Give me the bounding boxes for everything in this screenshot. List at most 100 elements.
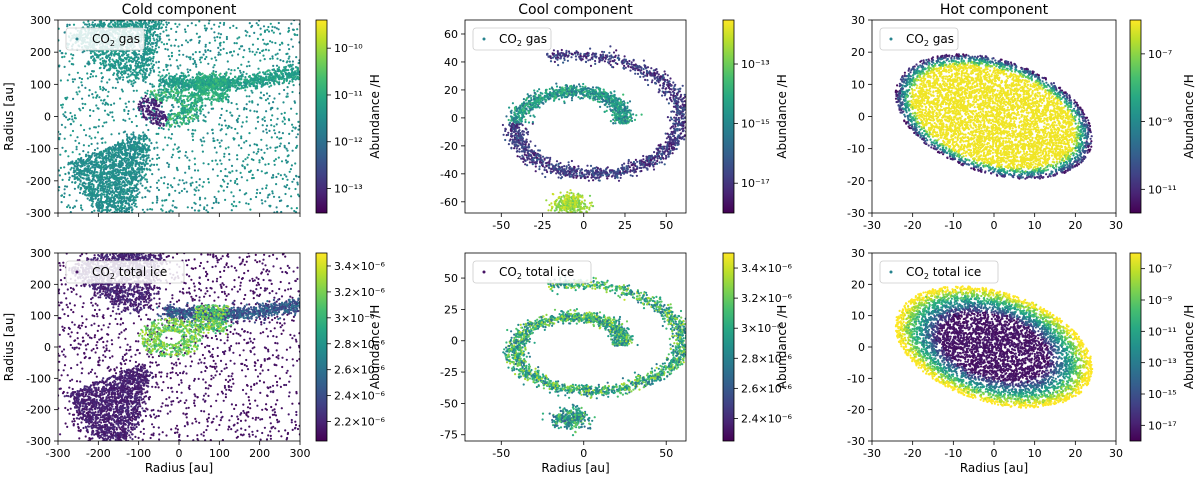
scatter-point — [160, 176, 163, 179]
scatter-point — [150, 142, 153, 145]
scatter-point — [130, 209, 133, 212]
scatter-point — [92, 185, 95, 188]
scatter-point — [263, 151, 266, 154]
scatter-point — [131, 22, 134, 25]
scatter-point — [277, 66, 281, 69]
scatter-point — [212, 137, 215, 140]
scatter-point — [255, 192, 258, 195]
scatter-point — [93, 126, 96, 129]
scatter-point — [106, 171, 109, 174]
scatter-point — [265, 124, 269, 127]
scatter-point — [85, 187, 89, 190]
scatter-point — [235, 26, 238, 30]
scatter-point — [167, 34, 170, 37]
scatter-point — [127, 100, 130, 103]
scatter-point — [248, 95, 251, 98]
scatter-point — [250, 89, 253, 92]
scatter-point — [76, 93, 79, 96]
scatter-point — [294, 187, 297, 191]
scatter-point — [288, 80, 291, 83]
scatter-point — [69, 168, 72, 171]
scatter-point — [102, 178, 105, 182]
scatter-point — [120, 177, 123, 180]
scatter-point — [187, 56, 191, 59]
scatter-point — [296, 33, 299, 37]
scatter-point — [270, 136, 273, 139]
scatter-point — [130, 175, 133, 178]
scatter-point — [225, 35, 228, 39]
scatter-point — [224, 198, 227, 201]
scatter-point — [203, 207, 206, 211]
scatter-point — [297, 175, 300, 178]
scatter-point — [131, 179, 134, 182]
scatter-point — [238, 189, 241, 192]
scatter-point — [136, 195, 139, 198]
scatter-point — [157, 46, 160, 49]
scatter-point — [130, 24, 133, 27]
scatter-point — [140, 56, 143, 59]
scatter-point — [87, 165, 90, 168]
scatter-point — [112, 200, 115, 203]
scatter-point — [184, 94, 187, 97]
scatter-point — [266, 28, 269, 31]
scatter-point — [243, 166, 246, 169]
scatter-point — [59, 49, 62, 53]
scatter-point — [82, 158, 85, 162]
scatter-point — [99, 178, 102, 181]
scatter-point — [122, 25, 125, 28]
scatter-point — [110, 184, 113, 187]
scatter-point — [137, 179, 140, 182]
scatter-point — [110, 156, 113, 160]
scatter-point — [248, 64, 251, 67]
scatter-point — [108, 78, 111, 81]
scatter-point — [91, 205, 94, 208]
scatter-point — [268, 85, 271, 88]
scatter-point — [201, 185, 204, 188]
scatter-point — [237, 144, 240, 147]
scatter-point — [153, 50, 156, 54]
scatter-point — [63, 195, 66, 199]
scatter-point — [173, 143, 176, 146]
scatter-point — [83, 185, 86, 188]
scatter-point — [101, 102, 104, 105]
scatter-point — [97, 161, 100, 164]
scatter-point — [298, 59, 300, 62]
scatter-point — [140, 168, 143, 171]
scatter-point — [126, 21, 129, 24]
scatter-point — [256, 188, 259, 191]
scatter-point — [64, 96, 67, 100]
scatter-point — [111, 218, 113, 220]
scatter-point — [122, 188, 125, 191]
scatter-point — [295, 136, 298, 139]
scatter-point — [304, 72, 306, 74]
scatter-point — [275, 175, 278, 179]
scatter-point — [138, 71, 141, 74]
scatter-point — [283, 116, 286, 119]
scatter-point — [198, 58, 201, 61]
scatter-point — [256, 103, 259, 106]
scatter-point — [214, 159, 217, 162]
scatter-point — [213, 36, 216, 39]
scatter-point — [125, 196, 128, 199]
scatter-point — [64, 172, 67, 176]
scatter-point — [125, 105, 128, 109]
scatter-point — [139, 148, 142, 151]
scatter-point — [68, 73, 71, 76]
scatter-point — [70, 62, 73, 66]
scatter-point — [142, 176, 145, 179]
scatter-point — [106, 81, 109, 84]
scatter-point — [148, 168, 151, 171]
scatter-point — [84, 134, 88, 137]
scatter-point — [121, 152, 124, 155]
scatter-point — [230, 209, 233, 212]
scatter-point — [174, 22, 177, 25]
scatter-point — [222, 189, 225, 192]
scatter-point — [293, 33, 297, 37]
scatter-point — [122, 50, 126, 53]
scatter-point — [112, 217, 114, 219]
scatter-point — [95, 163, 98, 166]
scatter-point — [286, 86, 289, 89]
scatter-point — [265, 144, 268, 147]
scatter-point — [198, 20, 201, 23]
scatter-point — [226, 182, 229, 185]
